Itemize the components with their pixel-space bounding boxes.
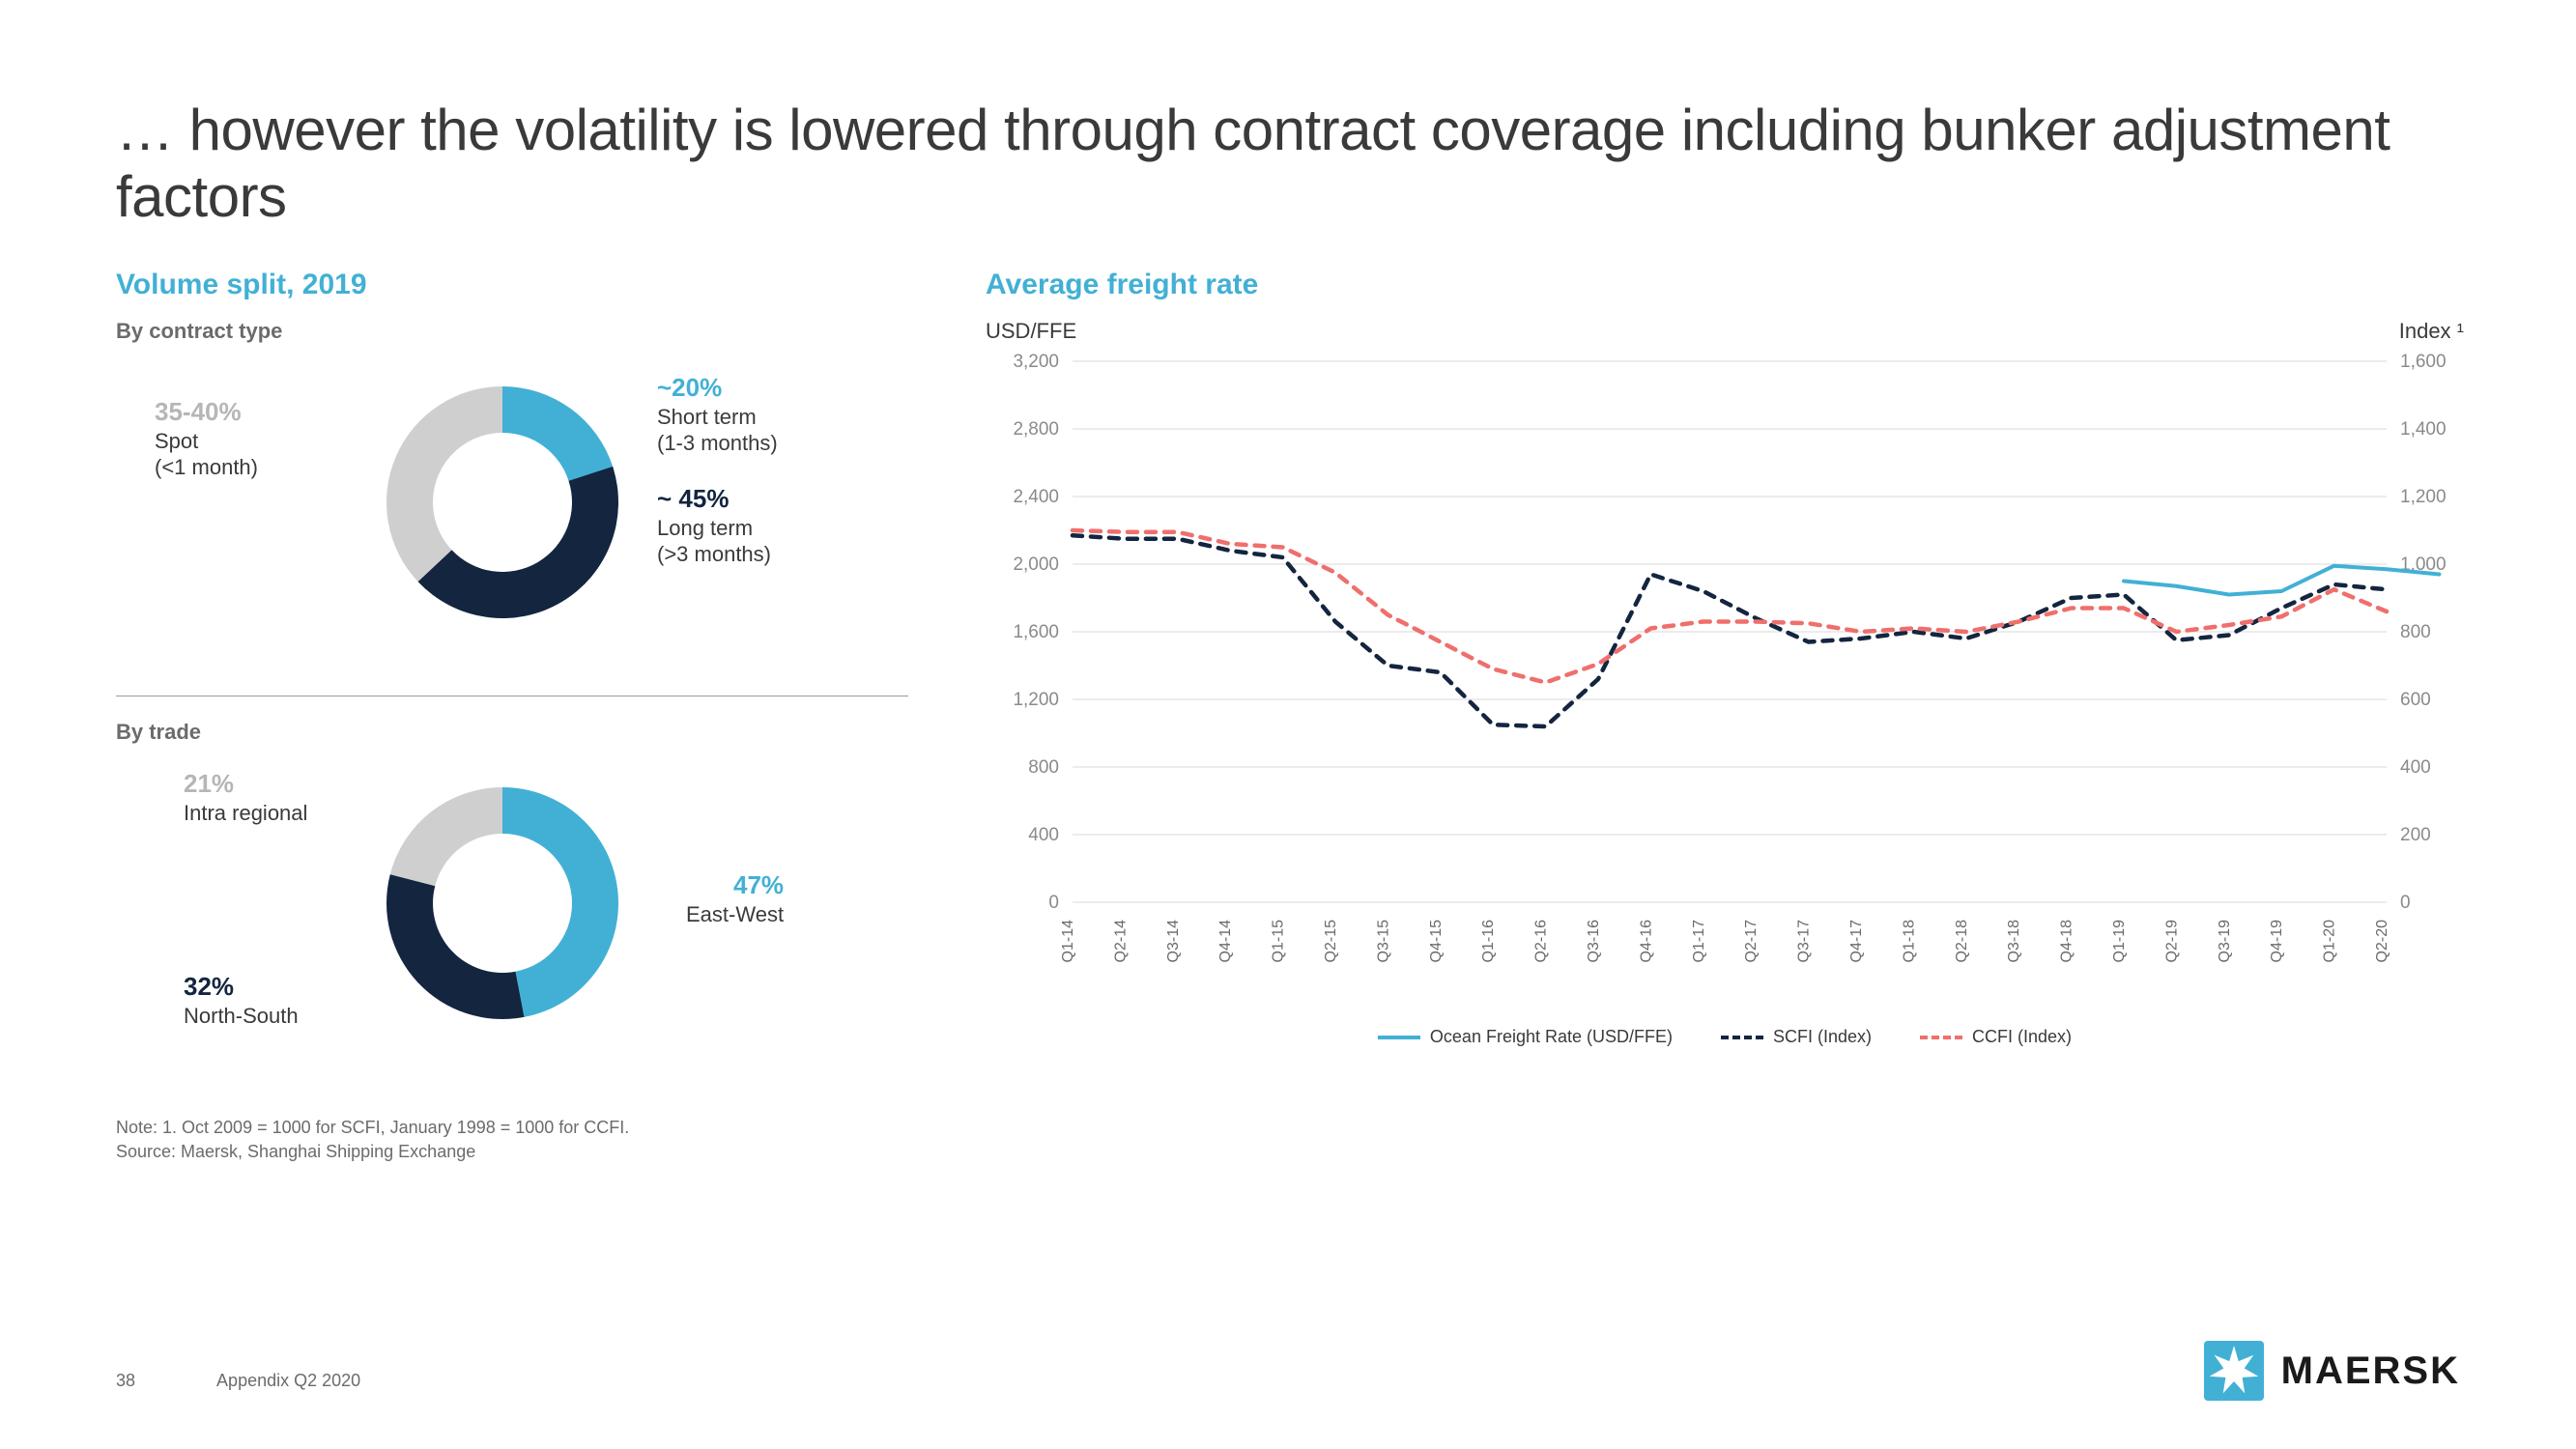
svg-text:2,800: 2,800 — [1013, 419, 1059, 440]
svg-text:Q2-14: Q2-14 — [1112, 920, 1129, 963]
svg-text:800: 800 — [2400, 622, 2431, 642]
brand-text: MAERSK — [2281, 1350, 2460, 1393]
donut-trade: 21%Intra regional 47%East-West 32%North-So… — [116, 758, 908, 1067]
svg-text:Q4-14: Q4-14 — [1217, 920, 1234, 963]
svg-text:2,400: 2,400 — [1013, 487, 1059, 507]
svg-text:Q2-18: Q2-18 — [1954, 920, 1970, 963]
svg-text:1,600: 1,600 — [2400, 352, 2447, 372]
svg-text:Q1-18: Q1-18 — [1901, 920, 1917, 963]
svg-text:Q3-14: Q3-14 — [1165, 920, 1182, 963]
trade-label: By trade — [116, 720, 908, 745]
callout: 47%East-West — [686, 869, 784, 927]
svg-text:Q3-15: Q3-15 — [1375, 920, 1391, 963]
svg-text:600: 600 — [2400, 690, 2431, 710]
svg-text:Q2-17: Q2-17 — [1743, 920, 1760, 963]
appendix-label: Appendix Q2 2020 — [216, 1371, 360, 1390]
svg-text:400: 400 — [1028, 825, 1059, 845]
page-title: … however the volatility is lowered thro… — [116, 97, 2460, 230]
svg-text:Q1-19: Q1-19 — [2111, 920, 2128, 963]
freight-rate-title: Average freight rate — [986, 269, 2464, 301]
star-icon — [2204, 1341, 2264, 1401]
svg-text:400: 400 — [2400, 757, 2431, 778]
freight-rate-chart: 004002008004001,2006001,6008002,0001,000… — [986, 352, 2464, 1009]
svg-text:Q1-17: Q1-17 — [1691, 920, 1707, 963]
contract-type-label: By contract type — [116, 319, 908, 344]
legend-item: SCFI (Index) — [1721, 1027, 1872, 1047]
svg-text:Q4-18: Q4-18 — [2059, 920, 2075, 963]
svg-text:Q1-16: Q1-16 — [1480, 920, 1497, 963]
svg-text:1,600: 1,600 — [1013, 622, 1059, 642]
svg-text:1,200: 1,200 — [2400, 487, 2447, 507]
maersk-logo: MAERSK — [2204, 1341, 2460, 1401]
callout: ~20%Short term(1-3 months) — [657, 372, 778, 457]
callout: 21%Intra regional — [184, 768, 307, 826]
svg-text:Q2-19: Q2-19 — [2163, 920, 2180, 963]
svg-text:Q1-14: Q1-14 — [1060, 920, 1076, 963]
svg-text:2,000: 2,000 — [1013, 554, 1059, 575]
svg-text:Q3-17: Q3-17 — [1796, 920, 1813, 963]
svg-text:Q3-19: Q3-19 — [2217, 920, 2233, 963]
svg-text:3,200: 3,200 — [1013, 352, 1059, 372]
svg-text:Q2-20: Q2-20 — [2374, 920, 2390, 963]
svg-text:0: 0 — [1048, 893, 1059, 913]
left-axis-label: USD/FFE — [986, 319, 1076, 344]
svg-text:0: 0 — [2400, 893, 2411, 913]
callout: 35-40%Spot(<1 month) — [155, 396, 258, 481]
svg-text:Q4-17: Q4-17 — [1848, 920, 1865, 963]
svg-text:1,200: 1,200 — [1013, 690, 1059, 710]
svg-text:Q1-15: Q1-15 — [1271, 920, 1287, 963]
svg-text:Q2-16: Q2-16 — [1533, 920, 1550, 963]
page-number: 38 — [116, 1371, 135, 1390]
svg-text:Q3-16: Q3-16 — [1586, 920, 1602, 963]
svg-text:Q1-20: Q1-20 — [2322, 920, 2338, 963]
svg-text:200: 200 — [2400, 825, 2431, 845]
svg-text:Q4-15: Q4-15 — [1428, 920, 1445, 963]
svg-text:1,400: 1,400 — [2400, 419, 2447, 440]
donut-contract: 35-40%Spot(<1 month) ~20%Short term(1-3 m… — [116, 357, 908, 667]
legend-item: CCFI (Index) — [1920, 1027, 2072, 1047]
callout: ~ 45%Long term(>3 months) — [657, 483, 771, 568]
footer: 38 Appendix Q2 2020 — [116, 1371, 360, 1391]
svg-text:Q3-18: Q3-18 — [2006, 920, 2022, 963]
chart-legend: Ocean Freight Rate (USD/FFE) SCFI (Index)… — [986, 1027, 2464, 1047]
legend-item: Ocean Freight Rate (USD/FFE) — [1378, 1027, 1673, 1047]
svg-text:Q4-19: Q4-19 — [2269, 920, 2285, 963]
callout: 32%North-South — [184, 971, 299, 1029]
volume-split-title: Volume split, 2019 — [116, 269, 908, 301]
svg-text:800: 800 — [1028, 757, 1059, 778]
note-2: Source: Maersk, Shanghai Shipping Exchan… — [116, 1140, 908, 1164]
svg-text:Q2-15: Q2-15 — [1323, 920, 1339, 963]
svg-text:Q4-16: Q4-16 — [1638, 920, 1654, 963]
right-axis-label: Index ¹ — [2399, 319, 2464, 344]
note-1: Note: 1. Oct 2009 = 1000 for SCFI, Janua… — [116, 1116, 908, 1140]
